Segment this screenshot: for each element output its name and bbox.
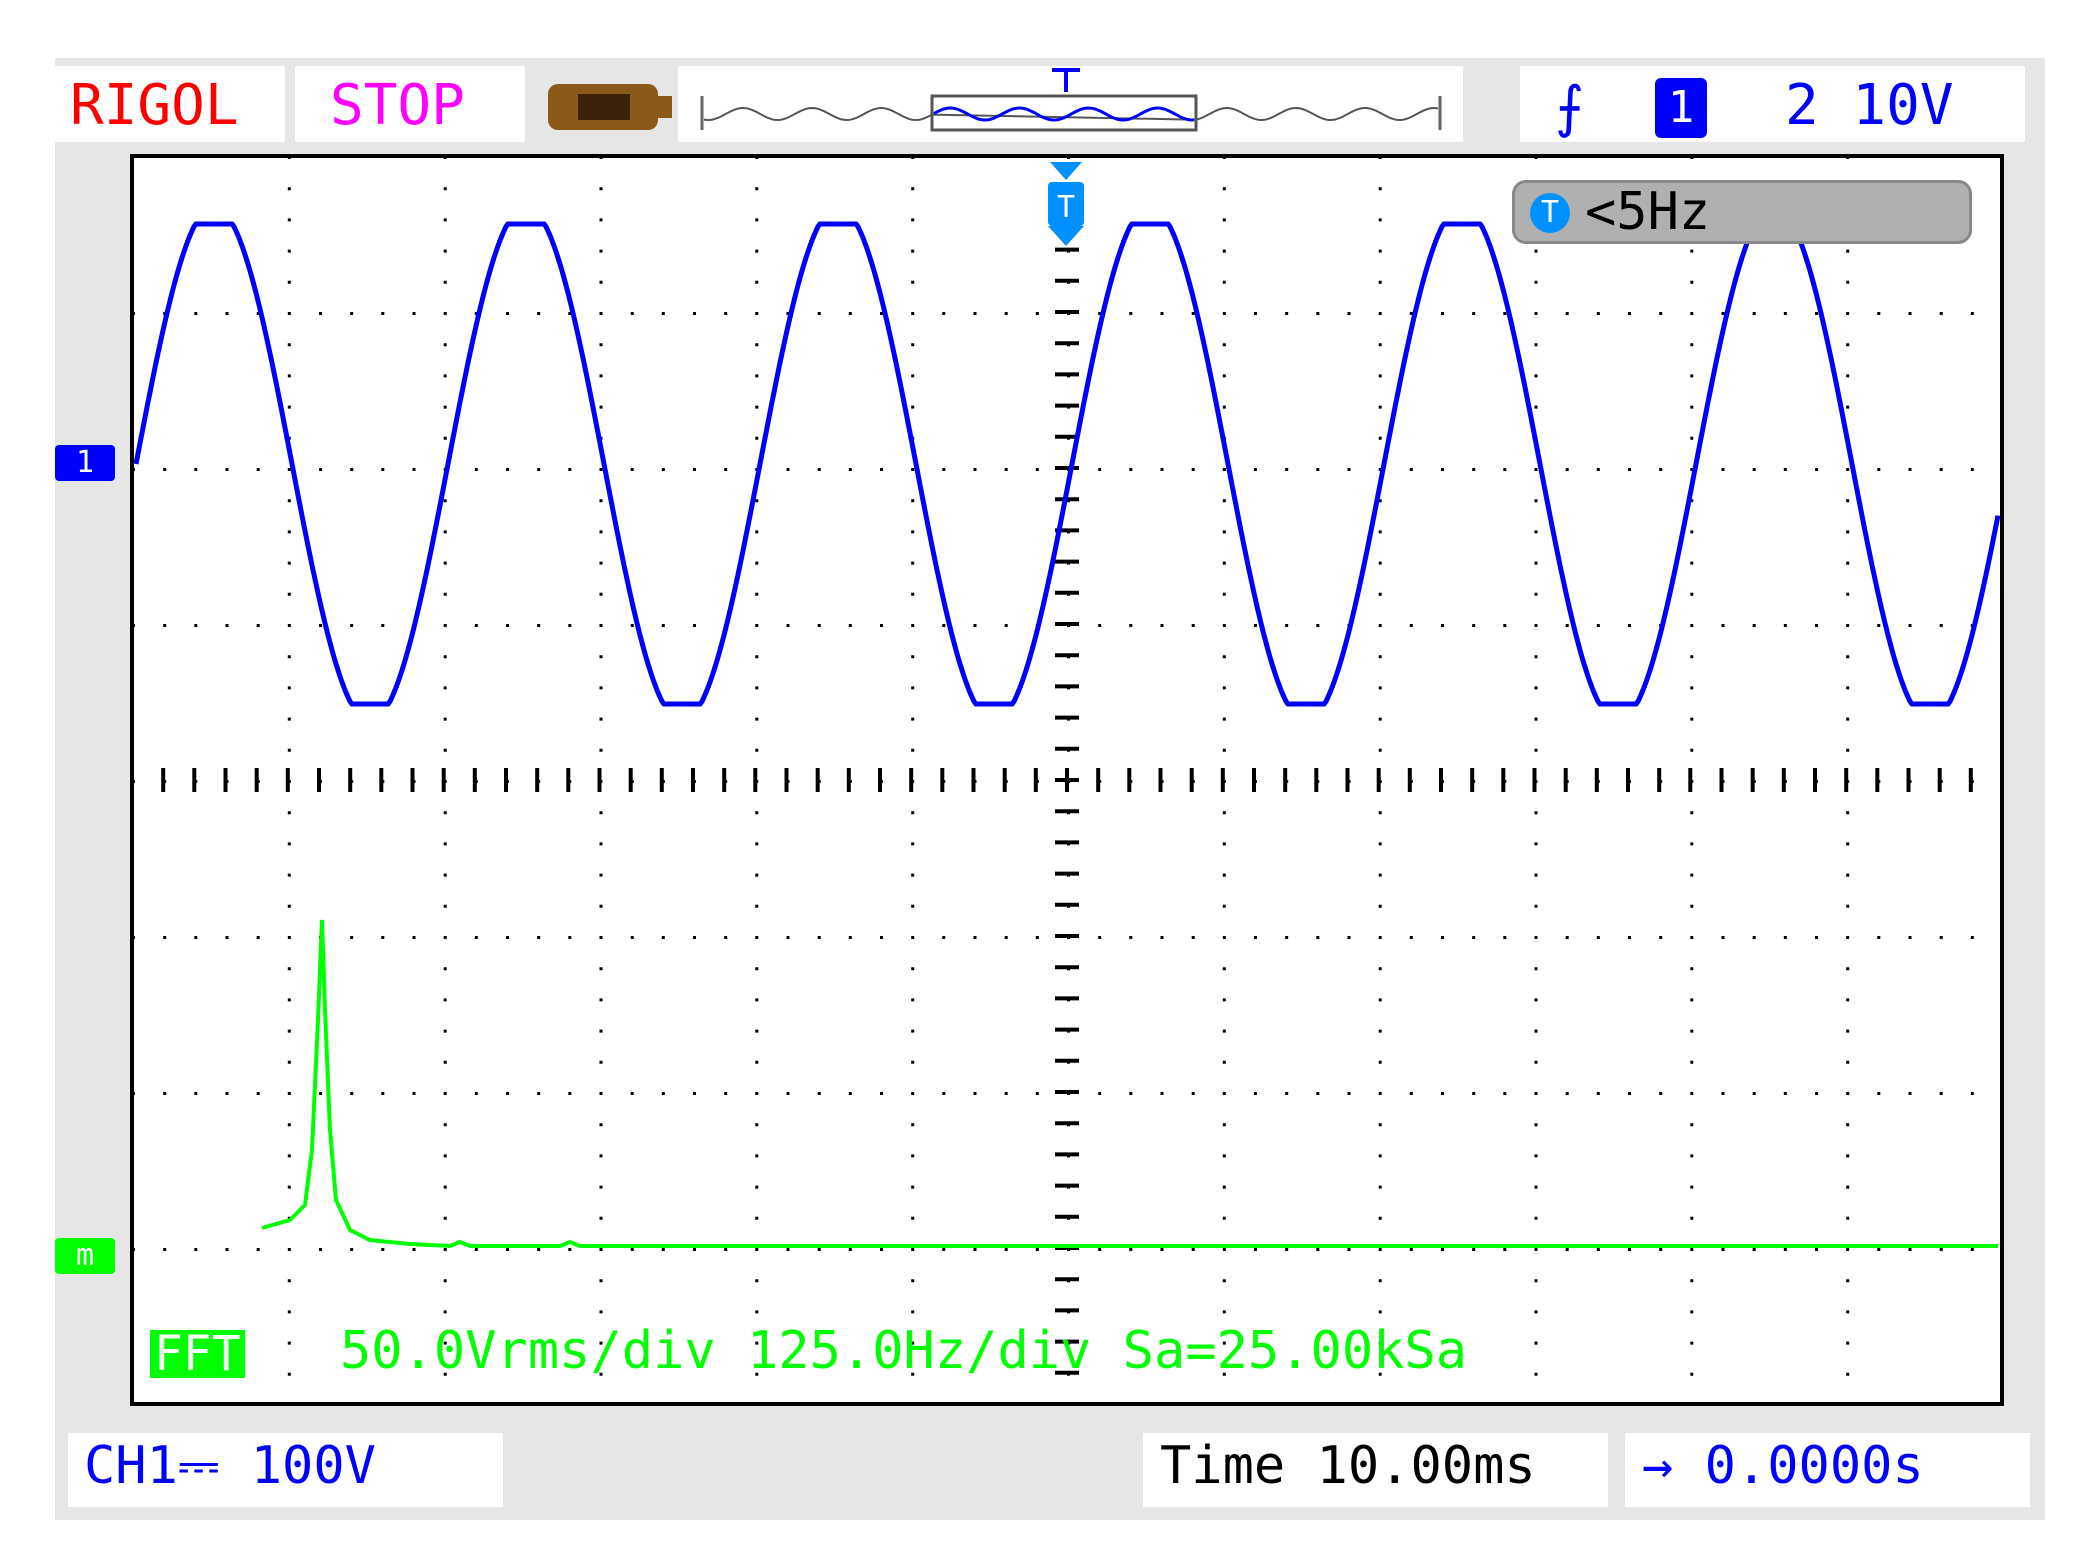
timebase-label[interactable]: Time 10.00ms: [1160, 1436, 1536, 1496]
ch1-waveform: [133, 221, 2001, 707]
trigger-offset-box[interactable]: [1625, 1433, 2030, 1507]
trigger-position-marker: T: [1048, 162, 1084, 246]
grid: [130, 154, 1974, 1376]
trigger-frequency-icon: T: [1530, 193, 1570, 233]
trigger-offset-label[interactable]: → 0.0000s: [1642, 1436, 1924, 1496]
memory-icon: [548, 84, 672, 130]
ch1-ground-marker[interactable]: 1: [55, 445, 115, 481]
rising-edge-icon: ⨍: [1555, 75, 1585, 140]
ch1-scale-label[interactable]: CH1⎓ 100V: [84, 1436, 376, 1496]
math-ground-marker[interactable]: m: [55, 1238, 115, 1274]
trigger-box[interactable]: [1520, 66, 2025, 142]
fft-label: FFT: [150, 1330, 245, 1378]
trigger-marker-label: T: [1057, 190, 1075, 225]
fft-settings: 50.0Vrms/div 125.0Hz/div Sa=25.00kSa: [340, 1321, 1468, 1381]
run-state-label[interactable]: STOP: [330, 73, 465, 138]
fft-spectrum: [261, 919, 1998, 1249]
brand-box: [55, 66, 285, 142]
trigger-source-badge: 1: [1655, 78, 1707, 138]
trigger-frequency-value: <5Hz: [1585, 182, 1711, 242]
brand-label: RIGOL: [70, 73, 239, 138]
ch1-scale-box[interactable]: [68, 1433, 503, 1507]
memory-overview: [700, 68, 1442, 132]
run-state-box[interactable]: [295, 66, 525, 142]
timebase-box[interactable]: [1143, 1433, 1608, 1507]
measurement-box: [1512, 180, 1972, 244]
trigger-level-label: 2 10V: [1785, 73, 1954, 138]
